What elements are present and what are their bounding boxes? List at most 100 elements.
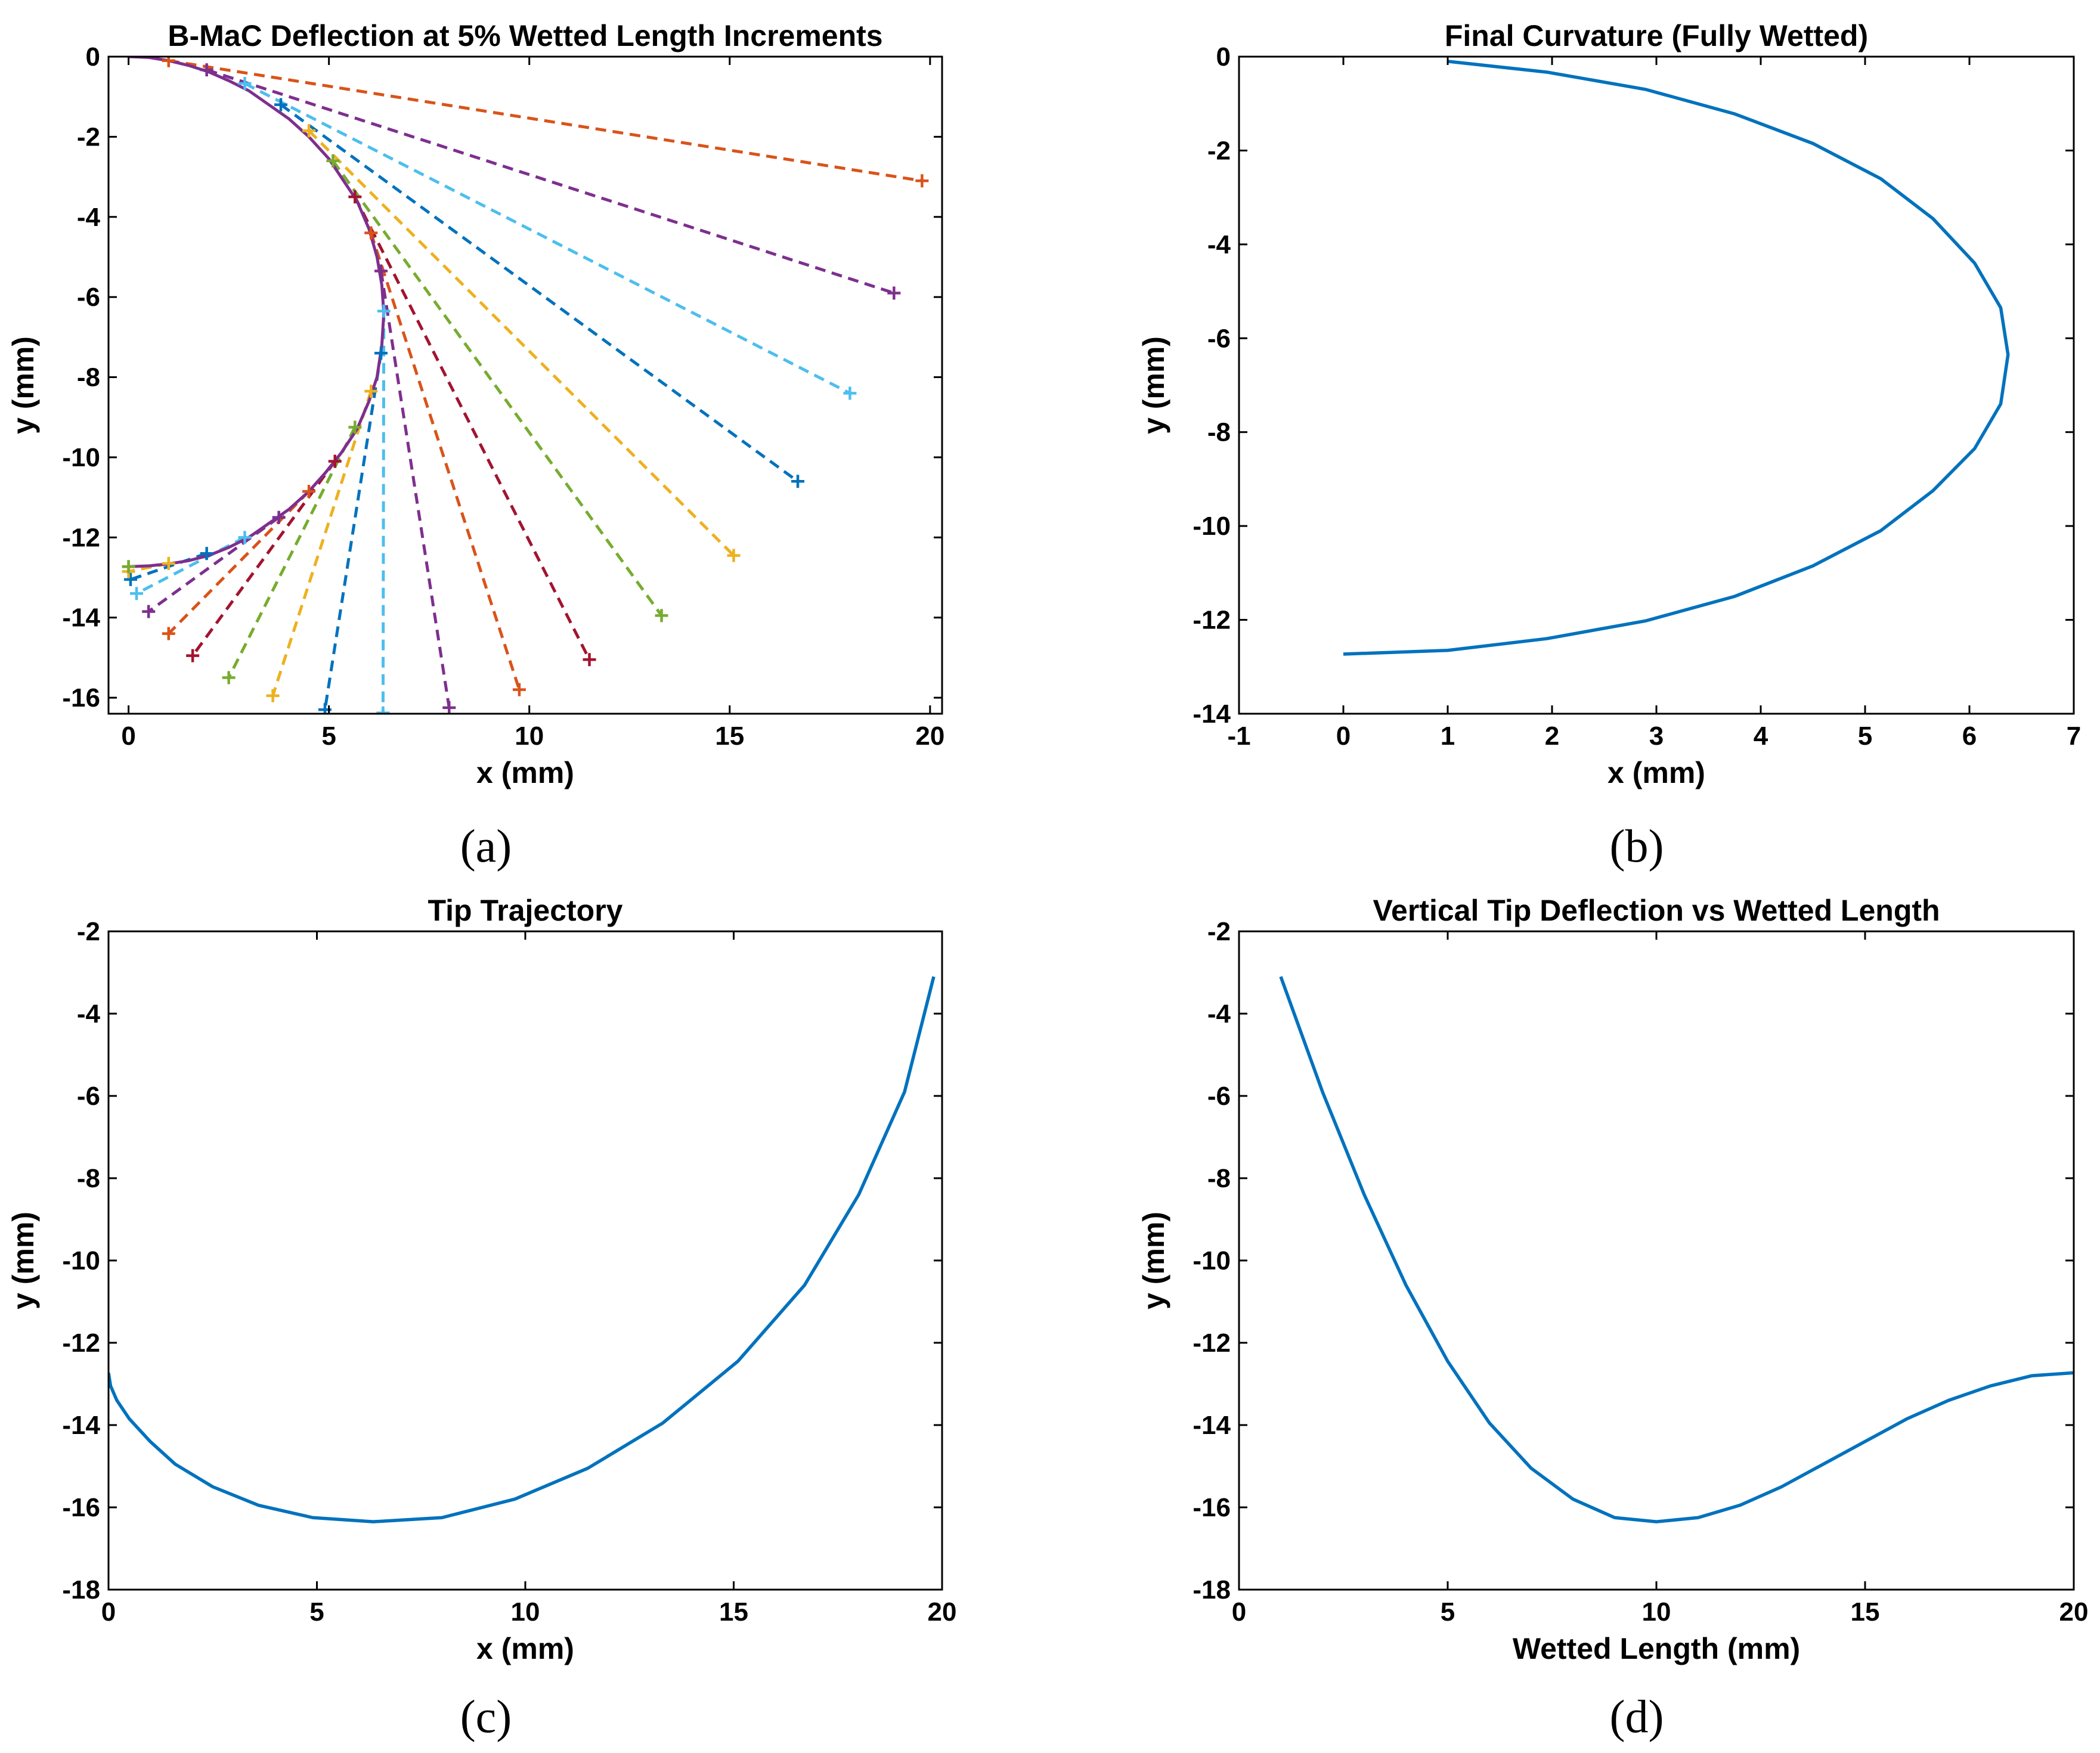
deflection-segment-6 [332, 160, 663, 617]
segment-start-marker-16 [272, 510, 286, 524]
segment-start-marker-15 [302, 485, 316, 498]
y-tick-label: -12 [1193, 606, 1231, 635]
tip-marker-20 [122, 560, 135, 574]
segment-start-marker-13 [348, 420, 362, 434]
x-tick-label: 10 [515, 721, 544, 751]
tip-marker-7 [583, 653, 596, 667]
x-axis-label: x (mm) [476, 756, 574, 789]
tip-marker-8 [512, 683, 526, 696]
y-tick-label: -16 [1193, 1493, 1231, 1522]
x-tick-label: 20 [928, 1597, 957, 1627]
x-axis-label: x (mm) [1607, 756, 1705, 789]
data-line [1279, 975, 2074, 1523]
x-tick-label: 0 [1232, 1597, 1246, 1627]
segment-start-marker-6 [326, 154, 340, 168]
y-tick-label: -14 [1193, 1411, 1231, 1440]
segment-start-marker-9 [374, 264, 388, 278]
panel-label-c: (c) [460, 1690, 512, 1742]
y-tick-label: -6 [1207, 1082, 1231, 1111]
deflection-segment-11 [323, 352, 383, 710]
segment-start-marker-12 [364, 385, 378, 398]
y-axis-label: y (mm) [7, 1212, 40, 1309]
x-tick-label: 10 [1642, 1597, 1671, 1627]
chart-title: Tip Trajectory [428, 894, 623, 927]
deflection-segment-7 [354, 196, 591, 661]
tip-marker-2 [887, 286, 901, 300]
plot-area [1239, 57, 2074, 714]
data-line [109, 976, 936, 1523]
chart-title: Final Curvature (Fully Wetted) [1445, 19, 1868, 52]
segment-start-marker-11 [374, 346, 388, 360]
y-tick-label: -16 [62, 1493, 100, 1522]
y-tick-label: -4 [1207, 999, 1231, 1029]
segment-start-marker-17 [238, 531, 252, 544]
x-tick-label: 5 [1441, 1597, 1455, 1627]
deflection-segment-1 [168, 59, 922, 182]
deflection-segment-3 [244, 82, 851, 395]
y-tick-label: -16 [62, 683, 100, 713]
y-tick-label: -2 [1207, 917, 1231, 946]
segment-start-marker-7 [348, 190, 362, 204]
x-tick-label: 0 [121, 721, 135, 751]
plot-content [109, 976, 936, 1523]
x-tick-label: 5 [321, 721, 336, 751]
y-tick-label: -12 [1193, 1328, 1231, 1358]
chart-c: 0 5 10 15 20 -18 -16 -14 -12 -10 -8 -6 -4 -2 Tip Traje… [7, 894, 956, 1665]
tip-marker-15 [162, 627, 175, 640]
axes-box [107, 55, 943, 715]
segment-start-marker-2 [200, 63, 213, 77]
x-tick-label: 15 [1851, 1597, 1880, 1627]
panel-label-d: (d) [1610, 1690, 1664, 1742]
chart-a: 0 5 10 15 20 -16 -14 -12 -10 -8 -6 -4 -2 0 B-MaC Defle… [7, 19, 944, 789]
deflection-segment-9 [379, 271, 451, 708]
tip-marker-13 [222, 671, 236, 685]
x-axis-label: x (mm) [476, 1632, 574, 1665]
y-tick-label: -10 [1193, 1246, 1231, 1275]
segment-start-marker-1 [162, 57, 175, 67]
y-tick-label: -12 [62, 523, 100, 552]
tip-marker-5 [727, 549, 741, 562]
x-tick-label: 7 [2067, 721, 2081, 751]
tip-marker-3 [843, 386, 857, 400]
y-tick-label: -2 [77, 122, 100, 151]
panel-label-a: (a) [460, 820, 512, 872]
y-tick-label: -14 [62, 603, 100, 633]
x-tick-label: 5 [309, 1597, 324, 1627]
deflection-segment-12 [271, 391, 373, 696]
plot-content [1279, 975, 2074, 1523]
segment-start-marker-8 [364, 226, 378, 240]
tip-marker-9 [442, 701, 456, 714]
y-tick-label: -4 [77, 999, 101, 1029]
tip-marker-1 [915, 174, 929, 188]
x-tick-label: 3 [1649, 721, 1664, 751]
y-tick-label: -10 [62, 443, 100, 472]
tip-marker-16 [142, 605, 156, 618]
x-axis-label: Wetted Length (mm) [1513, 1632, 1800, 1665]
tip-marker-4 [791, 475, 805, 488]
y-axis-label: y (mm) [1137, 1212, 1170, 1309]
y-tick-label: 0 [1216, 42, 1231, 72]
x-tick-label: 0 [1336, 721, 1351, 751]
deflection-segment-4 [280, 103, 799, 483]
x-tick-label: 10 [511, 1597, 540, 1627]
x-tick-label: 4 [1754, 721, 1768, 751]
y-tick-label: -10 [62, 1246, 100, 1275]
panel-label-b: (b) [1610, 820, 1664, 872]
x-tick-label: -1 [1227, 721, 1250, 751]
deflection-segment-13 [227, 426, 357, 679]
y-tick-label: -2 [1207, 136, 1231, 165]
x-tick-label: 2 [1545, 721, 1559, 751]
y-axis-label: y (mm) [7, 336, 40, 434]
x-tick-label: 20 [915, 721, 944, 751]
tip-marker-12 [266, 689, 280, 702]
tip-marker-6 [655, 609, 668, 622]
deflection-segment-14 [191, 460, 336, 657]
tip-marker-14 [186, 649, 200, 662]
segment-start-marker-10 [377, 304, 391, 318]
data-line [1343, 60, 2010, 656]
segment-start-marker-3 [238, 77, 252, 91]
y-tick-label: -8 [1207, 1164, 1231, 1193]
x-tick-label: 20 [2059, 1597, 2089, 1627]
y-tick-label: -14 [62, 1411, 100, 1440]
